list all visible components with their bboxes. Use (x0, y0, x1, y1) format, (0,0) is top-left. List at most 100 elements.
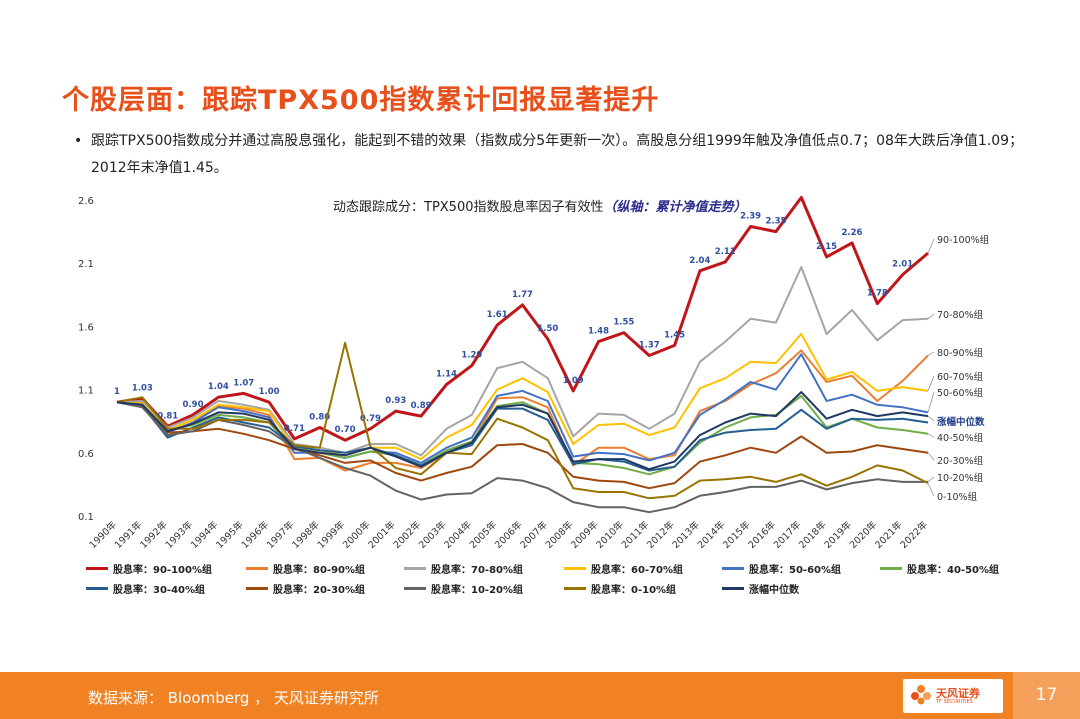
series-line (116, 353, 929, 464)
series-end-label: 10-20%组 (937, 472, 984, 484)
legend-label: 股息率：0-10%组 (591, 585, 677, 596)
series-end-label: 70-80%组 (937, 309, 984, 321)
data-label: 2.11 (715, 247, 736, 257)
line-chart: 0.10.61.11.62.12.61990年1991年1992年1993年19… (78, 196, 990, 551)
series-line (116, 333, 929, 461)
page-number: 17 (1013, 672, 1080, 719)
flower-logo-icon (911, 685, 931, 705)
data-label: 1.61 (487, 310, 508, 320)
legend-label: 股息率：70-80%组 (431, 565, 524, 576)
data-label: 1.07 (233, 378, 254, 388)
data-label: 2.01 (892, 260, 913, 270)
legend-label: 股息率：80-90%组 (273, 565, 366, 576)
series-line (116, 401, 929, 472)
data-label: 2.26 (841, 228, 862, 238)
series-end-label: 40-50%组 (937, 432, 984, 444)
end-label-leader (927, 391, 935, 413)
end-label-leader (927, 313, 935, 320)
series-end-label: 60-70%组 (937, 371, 984, 383)
legend-item: 股息率：50-60%组 (722, 561, 841, 576)
series-line (116, 391, 929, 471)
data-label: 1 (114, 387, 120, 397)
y-tick-label: 0.1 (78, 512, 94, 523)
data-label: 0.81 (157, 411, 178, 421)
series-line (116, 394, 929, 476)
slide-title: 个股层面：跟踪TPX500指数累计回报显著提升 (62, 85, 660, 116)
legend-swatch (564, 567, 586, 570)
y-tick-label: 1.1 (78, 386, 94, 397)
series-line (116, 196, 929, 442)
y-tick-label: 1.6 (78, 322, 94, 333)
legend-item: 股息率：30-40%组 (86, 581, 205, 596)
series-line (116, 266, 929, 457)
legend-label: 股息率：90-100%组 (113, 565, 212, 576)
company-logo: 天风证券 TF SECURITIES (903, 679, 1003, 713)
data-label: 1.04 (208, 382, 229, 392)
legend-swatch (246, 567, 268, 570)
legend-label: 股息率：10-20%组 (431, 585, 524, 596)
y-tick-label: 0.6 (78, 449, 94, 460)
chart-title: 动态跟踪成分：TPX500指数股息率因子有效性（纵轴：累计净值走势） (333, 196, 747, 215)
data-label: 1.14 (436, 370, 457, 380)
data-source: 数据来源： Bloomberg ， 天风证券研究所 (88, 689, 379, 707)
end-label-leader (927, 476, 935, 483)
legend-item: 股息率：60-70%组 (564, 561, 683, 576)
y-tick-label: 2.6 (78, 196, 94, 207)
legend-label: 股息率：30-40%组 (113, 585, 206, 596)
series-end-label: 90-100%组 (937, 234, 990, 246)
legend-item: 股息率：90-100%组 (86, 561, 212, 576)
legend-label: 股息率：50-60%组 (749, 565, 842, 576)
series-line (116, 401, 928, 514)
data-label: 2.15 (816, 242, 837, 252)
chart-title-emphasis: （纵轴：累计净值走势） (603, 200, 747, 215)
data-label: 2.35 (765, 217, 786, 227)
legend-label: 股息率：20-30%组 (273, 585, 366, 596)
series-line (117, 349, 929, 472)
end-label-leader (927, 482, 935, 497)
footer-bar: 数据来源： Bloomberg ， 天风证券研究所 天风证券 TF SECURI… (0, 672, 1080, 719)
series-end-label: 0-10%组 (937, 491, 978, 503)
logo-text: 天风证券 (936, 687, 980, 700)
end-label-leader (927, 433, 935, 438)
data-label: 1.03 (132, 383, 153, 393)
data-label: 0.89 (411, 401, 432, 411)
legend-label: 涨幅中位数 (749, 585, 799, 596)
data-label: 1.37 (639, 340, 660, 350)
bullet-text: 跟踪TPX500指数成分并通过高股息强化，能起到不错的效果（指数成分5年更新一次… (91, 133, 1024, 176)
data-label: 0.90 (183, 400, 204, 410)
data-label: 1.45 (664, 330, 685, 340)
data-label: 1.09 (563, 376, 584, 386)
legend-item: 股息率：80-90%组 (246, 561, 365, 576)
bullet-dot: • (74, 133, 83, 149)
legend-swatch (404, 567, 426, 570)
series-end-label: 50-60%组 (937, 387, 984, 399)
legend-label: 股息率：40-50%组 (907, 565, 1000, 576)
data-label: 1.48 (588, 327, 609, 337)
data-label: 1.50 (537, 324, 558, 334)
legend-item: 涨幅中位数 (722, 581, 799, 596)
data-label: 1.29 (461, 351, 482, 361)
legend-swatch (86, 567, 108, 570)
legend-swatch (246, 587, 268, 590)
legend-swatch (86, 587, 108, 590)
data-label: 1.55 (613, 318, 634, 328)
chart-title-main: 动态跟踪成分：TPX500指数股息率因子有效性 (333, 200, 604, 215)
legend-item: 股息率：20-30%组 (246, 581, 365, 596)
legend-item: 股息率：0-10%组 (564, 581, 676, 596)
end-label-leader (927, 238, 935, 254)
y-tick-label: 2.1 (78, 259, 94, 270)
data-label: 0.93 (385, 396, 406, 406)
logo-subtext: TF SECURITIES (936, 699, 973, 705)
legend-swatch (722, 567, 744, 570)
bullet-point: • 跟踪TPX500指数成分并通过高股息强化，能起到不错的效果（指数成分5年更新… (74, 128, 1035, 182)
legend-label: 股息率：60-70%组 (591, 565, 684, 576)
series-end-label: 20-30%组 (937, 455, 984, 467)
data-label: 0.70 (335, 425, 356, 435)
legend-swatch (880, 567, 902, 570)
data-label: 1.78 (867, 289, 888, 299)
x-tick-label: 2022年 (898, 518, 931, 551)
end-label-leader (927, 452, 935, 461)
data-label: 1.77 (512, 290, 533, 300)
data-label: 0.80 (309, 413, 330, 423)
legend-item: 股息率：40-50%组 (880, 561, 999, 576)
